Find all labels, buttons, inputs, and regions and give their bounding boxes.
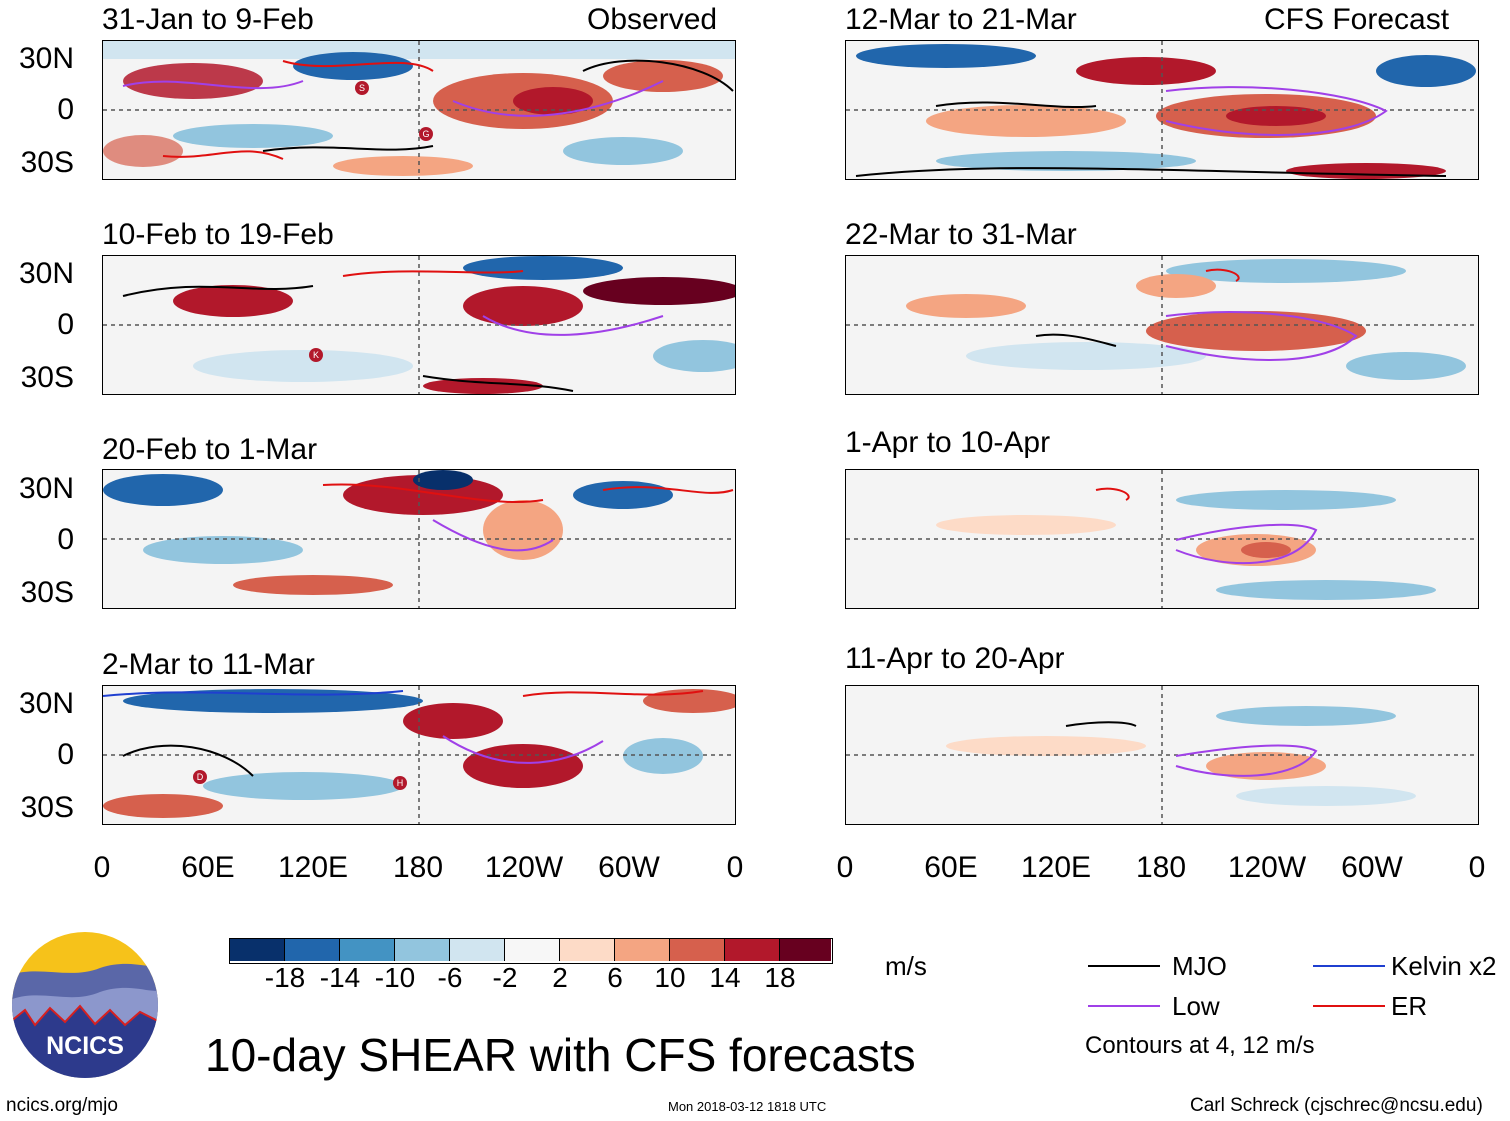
legend-label-low: Low: [1172, 991, 1220, 1021]
shear-field: [103, 256, 735, 394]
colorbar-cell: [505, 939, 560, 961]
lon-label: 120W: [484, 851, 564, 884]
map-panel-obs-1: S G: [102, 40, 736, 180]
legend-label-er: ER: [1391, 991, 1428, 1021]
lat-label-30n: 30N: [18, 687, 74, 720]
legend-swatch-low: [1088, 1005, 1160, 1007]
main-title: 10-day SHEAR with CFS forecasts: [205, 1029, 916, 1081]
shear-field: [103, 41, 735, 179]
lat-label-0: 0: [57, 308, 74, 341]
lat-label-0: 0: [57, 523, 74, 556]
storm-marker: D: [193, 770, 207, 784]
colorbar-tick: 2: [552, 962, 568, 993]
map-panel-fcst-3: [845, 469, 1479, 609]
colorbar-cell: [725, 939, 780, 961]
map-panel-fcst-2: [845, 255, 1479, 395]
observed-tag: Observed: [587, 3, 718, 36]
panel-title-1: 31-Jan to 9-Feb: [102, 3, 314, 36]
panel-title-3: 20-Feb to 1-Mar: [102, 433, 318, 466]
colorbar-cell: [450, 939, 505, 961]
colorbar-tick: -18: [264, 962, 306, 993]
legend-note: Contours at 4, 12 m/s: [1085, 1032, 1315, 1059]
shear-field: [846, 470, 1478, 608]
footer-url[interactable]: ncics.org/mjo: [6, 1095, 118, 1116]
colorbar-cell: [615, 939, 670, 961]
lat-label-30s: 30S: [20, 361, 74, 394]
lat-label-30s: 30S: [20, 146, 74, 179]
lon-label: 0: [1468, 851, 1486, 884]
footer-author: Carl Schreck (cjschrec@ncsu.edu): [1190, 1095, 1483, 1116]
colorbar-tick: 14: [709, 962, 741, 993]
lon-label: 0: [726, 851, 744, 884]
colorbar-units: m/s: [885, 951, 927, 981]
storm-marker: H: [393, 776, 407, 790]
map-panel-fcst-4: [845, 685, 1479, 825]
lon-label: 180: [392, 851, 444, 884]
lon-label: 120W: [1227, 851, 1307, 884]
panel-title-5: 12-Mar to 21-Mar: [845, 3, 1077, 36]
lon-label: 60W: [598, 851, 660, 884]
lon-label: 180: [1135, 851, 1187, 884]
legend-swatch-er: [1313, 1005, 1385, 1007]
lat-label-0: 0: [57, 93, 74, 126]
lon-label: 0: [836, 851, 854, 884]
colorbar-cell: [780, 939, 831, 961]
lon-label: 60E: [181, 851, 235, 884]
storm-marker: K: [309, 348, 323, 362]
lon-label: 120E: [277, 851, 349, 884]
panel-title-4: 2-Mar to 11-Mar: [102, 648, 315, 681]
lat-label-30n: 30N: [18, 472, 74, 505]
colorbar-tick: -6: [437, 962, 463, 993]
panel-title-2: 10-Feb to 19-Feb: [102, 218, 334, 251]
panel-title-6: 22-Mar to 31-Mar: [845, 218, 1077, 251]
colorbar-cell: [560, 939, 615, 961]
lat-label-30n: 30N: [18, 42, 74, 75]
map-panel-obs-4: D H: [102, 685, 736, 825]
colorbar-tick: -10: [374, 962, 416, 993]
colorbar-cell: [395, 939, 450, 961]
forecast-tag: CFS Forecast: [1264, 3, 1450, 36]
colorbar-tick: 18: [764, 962, 796, 993]
shear-field: [103, 686, 735, 824]
map-panel-obs-2: K: [102, 255, 736, 395]
lat-label-30s: 30S: [20, 791, 74, 824]
panel-title-8: 11-Apr to 20-Apr: [845, 642, 1065, 675]
lat-label-0: 0: [57, 738, 74, 771]
shear-field: [103, 470, 735, 608]
logo-text: NCICS: [46, 1032, 124, 1060]
shear-field: [846, 686, 1478, 824]
shear-field: [846, 41, 1478, 179]
lon-label: 60E: [924, 851, 978, 884]
colorbar-tick: -14: [319, 962, 361, 993]
colorbar-tick: 10: [654, 962, 686, 993]
colorbar-cell: [285, 939, 340, 961]
legend-swatch-kelvin: [1313, 965, 1385, 967]
shear-field: [846, 256, 1478, 394]
lat-label-30n: 30N: [18, 257, 74, 290]
map-panel-fcst-1: [845, 40, 1479, 180]
legend-label-mjo: MJO: [1172, 951, 1227, 981]
ncics-logo: NCICS: [10, 930, 160, 1080]
colorbar: [229, 938, 833, 964]
colorbar-tick: 6: [607, 962, 623, 993]
legend-swatch-mjo: [1088, 965, 1160, 967]
map-panel-obs-3: [102, 469, 736, 609]
colorbar-tick: -2: [492, 962, 518, 993]
logo-icon: NCICS: [12, 932, 158, 1078]
footer-timestamp: Mon 2018-03-12 1818 UTC: [668, 1099, 827, 1114]
lon-label: 0: [93, 851, 111, 884]
storm-marker: S: [355, 81, 369, 95]
colorbar-cell: [670, 939, 725, 961]
colorbar-cell: [230, 939, 285, 961]
panel-title-7: 1-Apr to 10-Apr: [845, 426, 1051, 459]
lat-label-30s: 30S: [20, 576, 74, 609]
lon-label: 60W: [1341, 851, 1403, 884]
colorbar-cell: [340, 939, 395, 961]
storm-marker: G: [419, 127, 433, 141]
lon-label: 120E: [1020, 851, 1092, 884]
legend-label-kelvin: Kelvin x2: [1391, 951, 1497, 981]
